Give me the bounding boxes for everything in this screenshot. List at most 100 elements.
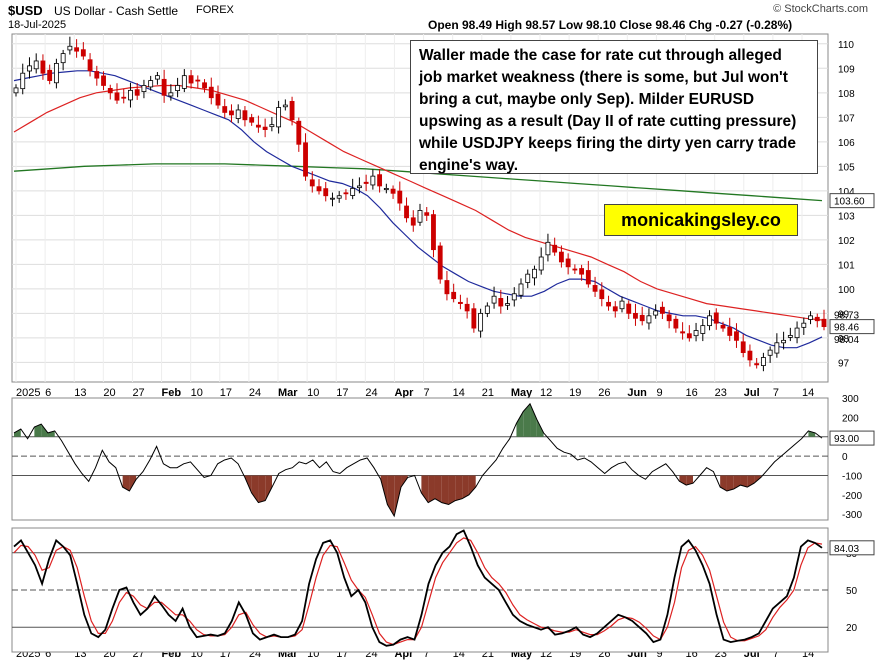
x-tick-label-bottom: 7 [773,648,779,660]
ma-long-last-tag: 103.60 [834,197,865,208]
brand-label[interactable]: monicakingsley.co [604,204,798,236]
candle-body [572,268,578,271]
x-tick-label: 9 [656,387,662,399]
x-tick-label: Jul [744,387,760,399]
candle-body [336,195,342,199]
cci-negative-fill [468,475,476,495]
candle-body [202,82,207,89]
x-tick-label: 12 [540,387,552,399]
x-tick-label: 6 [45,387,51,399]
candle-body [114,92,120,101]
candle-body [686,333,692,339]
x-tick-label: 7 [424,387,430,399]
x-tick-label-bottom: 9 [656,648,662,660]
candle-body [498,298,504,307]
cci-tick-label: -300 [842,510,862,521]
candle-body [350,187,356,196]
cci-tick-label: -200 [842,491,862,502]
chart-symbol: $USD [8,3,43,18]
candle-body [606,301,611,307]
candle-body [410,217,416,226]
candle-body [787,335,793,338]
candle-body [316,186,322,192]
candle-body [330,197,335,200]
candle-body [585,270,591,285]
candle-body [390,188,396,194]
candle-body [323,188,329,197]
candle-body [67,45,73,51]
cci-positive-fill [516,411,524,437]
cci-negative-fill [720,475,727,491]
candle-body [808,315,813,320]
x-tick-label: 16 [686,387,698,399]
candle-body [188,75,194,84]
x-tick-label: 14 [802,387,814,399]
cci-tick-label: 300 [842,394,859,405]
candle-body [343,192,349,195]
candle-body [740,341,746,353]
cci-negative-fill [434,475,442,503]
annotation-box: Waller made the case for rate cut throug… [410,40,818,174]
x-tick-label-bottom: 6 [45,648,51,660]
candle-body [538,256,544,271]
x-tick-label: 13 [74,387,86,399]
chart-date: 18-Jul-2025 [8,19,67,31]
price-tick-label: 103 [838,211,855,222]
cci-positive-fill [34,424,42,437]
ma-long-last-tag-box [829,193,875,209]
candle-body [141,85,147,92]
cci-last-tag-box [829,430,875,446]
candle-body [175,85,181,92]
candle-body [612,306,618,312]
candle-body [128,89,133,101]
candle-body [713,312,719,324]
candle-body [148,80,154,88]
price-tick-label: 100 [838,285,855,296]
candle-body [754,363,760,366]
x-tick-label: 2025 [16,387,40,399]
x-tick-label: 23 [715,387,727,399]
candle-body [781,339,787,344]
candle-body [814,316,820,322]
x-tick-label: 10 [307,387,319,399]
x-tick-label-bottom: 7 [424,648,430,660]
candle-body [235,109,241,119]
candle-body [505,303,510,306]
x-tick-label: May [511,387,533,399]
candle-body [276,107,282,128]
chart-exchange: FOREX [196,4,234,16]
candle-body [565,258,571,268]
x-tick-label: Feb [162,387,182,399]
candle-body [532,268,537,279]
candle-body [545,241,551,256]
candle-body [653,310,659,316]
candle-body [195,79,201,82]
x-tick-label: 21 [482,387,494,399]
x-tick-label: 17 [220,387,232,399]
cci-positive-fill [41,424,48,437]
stockcharts-credit[interactable]: © StockCharts.com [773,3,868,15]
candle-body [673,318,679,329]
candle-body [552,244,558,253]
candle-body [491,295,497,304]
candle-body [370,175,376,186]
candle-body [734,331,739,341]
candle-body [511,293,517,301]
price-tick-label: 97 [838,358,850,369]
candle-body [760,357,766,366]
cci-negative-fill [258,475,266,503]
stoch-k-line [13,529,823,647]
candle-body [87,59,93,72]
cci-negative-fill [394,475,402,517]
x-tick-label: Mar [278,387,298,399]
candle-body [397,190,403,204]
candle-body [208,86,214,99]
cci-negative-fill [686,475,693,486]
candle-body [168,92,174,97]
cci-negative-fill [387,475,395,517]
candle-body [53,63,59,84]
cci-negative-fill [441,475,449,505]
cci-negative-fill [251,475,259,503]
candle-body [659,306,665,314]
